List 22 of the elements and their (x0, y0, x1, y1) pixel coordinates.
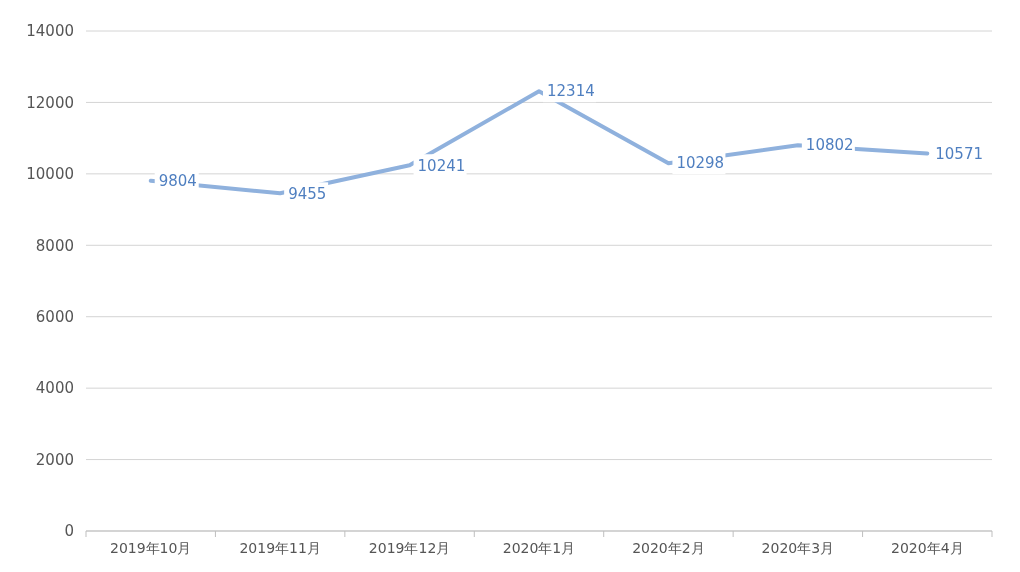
x-tick-label: 2020年3月 (761, 540, 835, 556)
x-tick-label: 2020年2月 (632, 540, 705, 556)
data-label: 10802 (805, 136, 854, 155)
x-tick-label: 2020年1月 (502, 540, 576, 556)
x-tick-label: 2019年11月 (239, 540, 321, 556)
x-tick-label: 2019年12月 (368, 540, 451, 556)
y-tick-label: 12000 (26, 93, 74, 112)
y-tick-label: 10000 (26, 165, 74, 184)
data-label: 10571 (935, 144, 983, 163)
data-label: 9455 (288, 184, 327, 203)
x-tick-label: 2020年4月 (891, 540, 964, 556)
x-tick-label: 2019年10月 (109, 540, 192, 556)
y-tick-label: 14000 (26, 22, 74, 41)
data-label: 10298 (676, 154, 725, 173)
y-tick-label: 8000 (35, 236, 74, 255)
data-label: 9804 (158, 172, 197, 191)
data-label: 10241 (417, 156, 466, 175)
y-tick-label: 2000 (35, 450, 74, 469)
y-tick-label: 4000 (35, 379, 74, 398)
data-label: 12314 (547, 82, 595, 101)
y-tick-label: 6000 (35, 307, 74, 326)
y-tick-label: 0 (64, 522, 74, 541)
